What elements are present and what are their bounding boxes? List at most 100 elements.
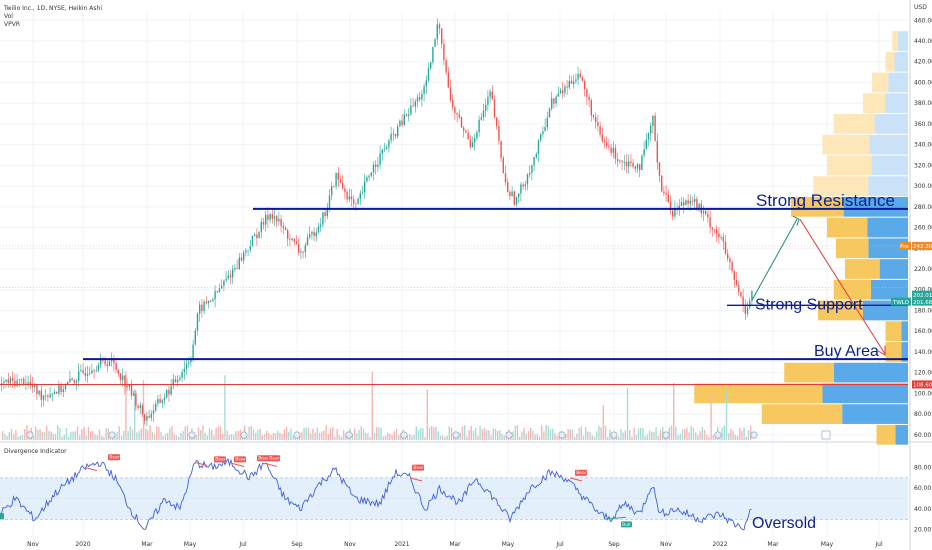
volume-bar	[433, 427, 435, 440]
vpvr-down-bar	[863, 93, 886, 114]
candle-body	[709, 217, 711, 228]
candle-body	[34, 384, 36, 387]
candle-body	[751, 291, 753, 301]
volume-bar	[215, 427, 217, 440]
volume-bar	[43, 432, 46, 440]
candle-body	[51, 394, 53, 395]
volume-bar	[345, 433, 347, 440]
volume-bar	[435, 426, 437, 440]
volume-bar	[409, 434, 411, 440]
volume-bar	[527, 431, 530, 440]
candle-body	[551, 98, 553, 109]
volume-bar	[343, 430, 345, 440]
volume-bar	[149, 425, 151, 440]
candle-body	[221, 285, 223, 289]
volume-bar	[211, 429, 213, 440]
volume-bar	[519, 436, 521, 440]
candle-body	[566, 86, 568, 88]
candle-body	[586, 89, 588, 97]
candle-body	[401, 120, 403, 126]
candle-body	[179, 377, 181, 380]
candle-body	[20, 378, 23, 380]
candle-body	[392, 133, 394, 135]
candle-body	[31, 384, 34, 387]
candle-body	[273, 216, 276, 219]
divergence-line	[231, 462, 245, 467]
annotation-buy-area: Buy Area	[814, 343, 879, 360]
vpvr-down-bar	[813, 176, 869, 196]
x-tick-label: Jul	[555, 541, 564, 548]
candle-body	[80, 370, 82, 372]
candle-body	[504, 173, 507, 183]
candle-body	[227, 275, 229, 279]
candle-body	[733, 270, 735, 281]
candle-body	[201, 304, 203, 312]
vpvr-down-bar	[872, 72, 889, 93]
candle-body	[603, 140, 606, 143]
earnings-marker	[345, 431, 353, 439]
volume-bar	[272, 433, 274, 440]
candle-body	[641, 155, 643, 170]
candle-body	[606, 142, 608, 146]
volume-bar	[516, 425, 519, 440]
candle-body	[262, 221, 265, 225]
volume-bar	[739, 427, 741, 440]
candle-body	[498, 125, 500, 141]
candle-body	[394, 133, 397, 137]
volume-bar	[76, 426, 79, 440]
volume-bar	[651, 431, 653, 440]
candle-body	[687, 200, 689, 204]
candle-body	[729, 258, 731, 263]
volume-bar	[657, 436, 659, 440]
vpvr-down-bar	[791, 196, 844, 217]
y-tick-label: 140.00	[914, 349, 932, 356]
candle-body	[656, 140, 658, 163]
volume-bar	[160, 431, 162, 440]
volume-bar	[380, 428, 382, 440]
volume-bar	[662, 427, 664, 440]
x-tick-label: Jul	[238, 541, 247, 548]
candle-body	[438, 24, 441, 29]
volume-bar	[316, 427, 318, 440]
candle-body	[269, 214, 271, 220]
volume-bar	[327, 434, 329, 440]
candle-body	[584, 81, 586, 90]
volume-bar	[580, 426, 582, 440]
volume-bar	[367, 433, 369, 440]
candle-body	[531, 165, 533, 173]
candle-body	[496, 117, 498, 126]
earnings-marker	[240, 431, 248, 439]
candle-body	[210, 300, 212, 302]
candle-body	[141, 405, 144, 415]
candle-body	[410, 105, 412, 115]
candle-body	[636, 164, 639, 169]
vpvr-down-bar	[885, 51, 895, 72]
earnings-marker	[662, 431, 670, 439]
volume-bar	[523, 427, 525, 440]
candle-body	[436, 24, 438, 40]
candle-body	[663, 191, 665, 194]
volume-bar	[576, 433, 578, 440]
candle-body	[667, 194, 669, 202]
candle-body	[115, 363, 117, 370]
candle-body	[518, 193, 520, 198]
volume-bar	[204, 432, 206, 440]
vpvr-up-bar	[868, 176, 908, 196]
candle-body	[196, 313, 199, 331]
volume-bar	[125, 371, 127, 440]
volume-label: Vol	[4, 13, 13, 20]
candle-body	[38, 390, 40, 395]
candle-body	[381, 149, 383, 154]
volume-bar	[219, 426, 222, 440]
candle-body	[82, 370, 84, 374]
candle-body	[315, 232, 317, 237]
annotation-oversold: Oversold	[752, 515, 816, 532]
candle-body	[408, 114, 410, 116]
volume-bar	[314, 432, 316, 440]
candle-body	[265, 215, 267, 225]
candle-body	[139, 405, 141, 408]
pre-price-badge	[912, 241, 932, 250]
candle-body	[335, 172, 337, 187]
volume-bar	[92, 431, 94, 440]
